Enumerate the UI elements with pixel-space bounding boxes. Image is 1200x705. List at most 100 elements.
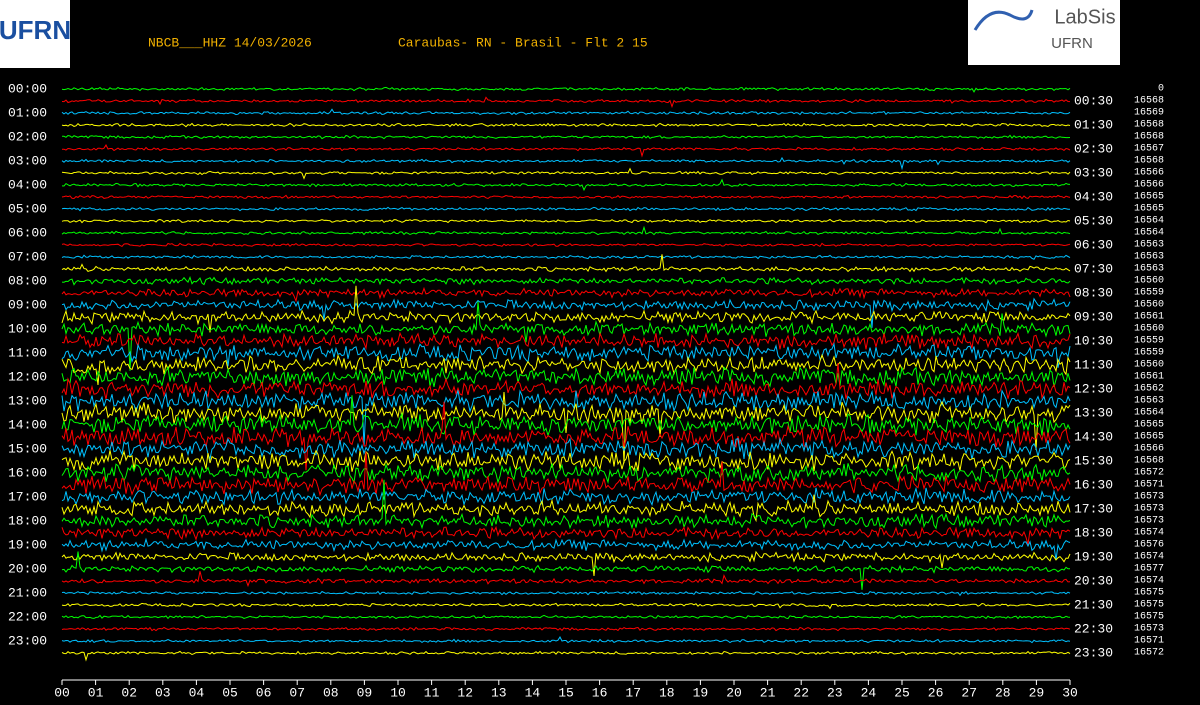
- right-time-label: 11:30: [1074, 357, 1113, 372]
- offset-label: 16559: [1134, 336, 1164, 347]
- left-time-label: 12:00: [8, 369, 47, 384]
- right-time-label: 00:30: [1074, 93, 1113, 108]
- logo-right-box: [968, 0, 1120, 65]
- right-time-label: 15:30: [1074, 453, 1113, 468]
- offset-label: 16566: [1134, 180, 1164, 191]
- left-time-label: 18:00: [8, 513, 47, 528]
- left-time-label: 11:00: [8, 345, 47, 360]
- trace: [61, 635, 1071, 644]
- offset-label: 16574: [1134, 552, 1164, 563]
- left-time-label: 17:00: [8, 489, 47, 504]
- x-tick-label: 22: [793, 685, 809, 700]
- right-time-label: 22:30: [1074, 621, 1113, 636]
- logo-left-box: [0, 0, 70, 68]
- x-tick-label: 13: [491, 685, 507, 700]
- offset-label: 16560: [1134, 324, 1164, 335]
- left-time-label: 22:00: [8, 609, 47, 624]
- trace: [61, 225, 1071, 236]
- trace: [61, 167, 1071, 180]
- right-time-label: 17:30: [1074, 501, 1113, 516]
- offset-label: 16563: [1134, 240, 1164, 251]
- offset-label: 16573: [1134, 516, 1164, 527]
- x-tick-label: 24: [861, 685, 877, 700]
- left-time-label: 07:00: [8, 249, 47, 264]
- offset-label: 16569: [1134, 108, 1164, 119]
- trace: [61, 96, 1071, 109]
- trace: [61, 486, 1071, 507]
- left-time-label: 09:00: [8, 297, 47, 312]
- x-tick-label: 20: [726, 685, 742, 700]
- offset-label: 16559: [1134, 288, 1164, 299]
- trace: [61, 331, 1071, 351]
- right-time-label: 04:30: [1074, 189, 1113, 204]
- offset-label: 16563: [1134, 252, 1164, 263]
- left-time-label: 03:00: [8, 153, 47, 168]
- right-time-label: 01:30: [1074, 117, 1113, 132]
- right-time-label: 07:30: [1074, 261, 1113, 276]
- logo-right-icon: [973, 9, 1034, 31]
- trace: [61, 365, 1071, 388]
- left-time-label: 19:00: [8, 537, 47, 552]
- offset-label: 16574: [1134, 576, 1164, 587]
- trace: [61, 242, 1071, 248]
- trace: [61, 275, 1071, 286]
- trace: [61, 436, 1071, 461]
- trace: [61, 449, 1071, 472]
- right-time-label: 02:30: [1074, 141, 1113, 156]
- logo-left: UFRN: [0, 15, 71, 45]
- x-tick-label: 03: [155, 685, 171, 700]
- right-time-label: 23:30: [1074, 645, 1113, 660]
- right-time-label: 10:30: [1074, 333, 1113, 348]
- x-tick-label: 01: [88, 685, 104, 700]
- offset-label: 16566: [1134, 168, 1164, 179]
- trace: [61, 494, 1071, 523]
- offset-label: 16563: [1134, 264, 1164, 275]
- left-time-label: 02:00: [8, 129, 47, 144]
- trace: [61, 571, 1071, 588]
- x-tick-label: 23: [827, 685, 843, 700]
- right-time-label: 06:30: [1074, 237, 1113, 252]
- trace: [61, 537, 1071, 560]
- offset-label: 16577: [1134, 564, 1164, 575]
- offset-label: 16565: [1134, 192, 1164, 203]
- trace: [61, 286, 1071, 303]
- x-tick-label: 02: [121, 685, 137, 700]
- trace: [61, 301, 1071, 371]
- x-tick-label: 25: [894, 685, 910, 700]
- right-time-label: 14:30: [1074, 429, 1113, 444]
- offset-label: 16562: [1134, 384, 1164, 395]
- left-time-label: 21:00: [8, 585, 47, 600]
- offset-label: 16565: [1134, 204, 1164, 215]
- offset-label: 16573: [1134, 492, 1164, 503]
- trace: [61, 285, 1071, 333]
- offset-label: 16575: [1134, 588, 1164, 599]
- offset-label: 16560: [1134, 360, 1164, 371]
- trace: [61, 134, 1071, 140]
- trace: [61, 178, 1071, 192]
- x-tick-label: 17: [625, 685, 641, 700]
- offset-label: 16568: [1134, 96, 1164, 107]
- trace: [61, 451, 1071, 497]
- trace: [61, 254, 1071, 273]
- x-tick-label: 09: [357, 685, 373, 700]
- offset-label: 16572: [1134, 648, 1164, 659]
- trace: [61, 650, 1071, 662]
- right-time-label: 20:30: [1074, 573, 1113, 588]
- left-time-label: 10:00: [8, 321, 47, 336]
- x-tick-label: 28: [995, 685, 1011, 700]
- right-time-label: 18:30: [1074, 525, 1113, 540]
- chart-subtitle: Caraubas- RN - Brasil - Flt 2 15: [398, 35, 648, 50]
- trace: [62, 143, 1071, 158]
- offset-label: 16575: [1134, 612, 1164, 623]
- offset-label: 16563: [1134, 396, 1164, 407]
- offset-label: 16559: [1134, 348, 1164, 359]
- trace: [61, 206, 1070, 212]
- left-time-label: 13:00: [8, 393, 47, 408]
- trace: [61, 602, 1071, 610]
- left-time-label: 15:00: [8, 441, 47, 456]
- left-time-label: 04:00: [8, 177, 47, 192]
- trace: [61, 551, 1070, 590]
- offset-label: 16560: [1134, 300, 1164, 311]
